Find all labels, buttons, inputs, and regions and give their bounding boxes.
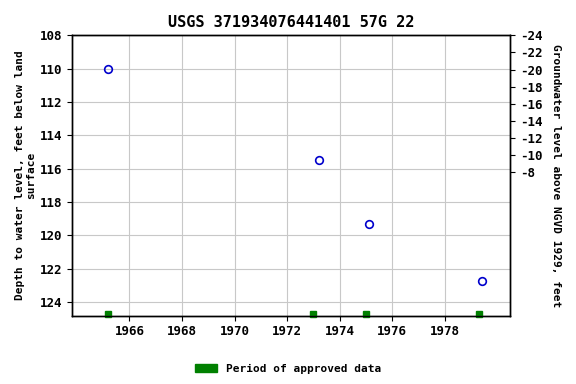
- Title: USGS 371934076441401 57G 22: USGS 371934076441401 57G 22: [168, 15, 414, 30]
- Y-axis label: Groundwater level above NGVD 1929, feet: Groundwater level above NGVD 1929, feet: [551, 44, 561, 307]
- Legend: Period of approved data: Period of approved data: [191, 359, 385, 379]
- Y-axis label: Depth to water level, feet below land
surface: Depth to water level, feet below land su…: [15, 51, 37, 300]
